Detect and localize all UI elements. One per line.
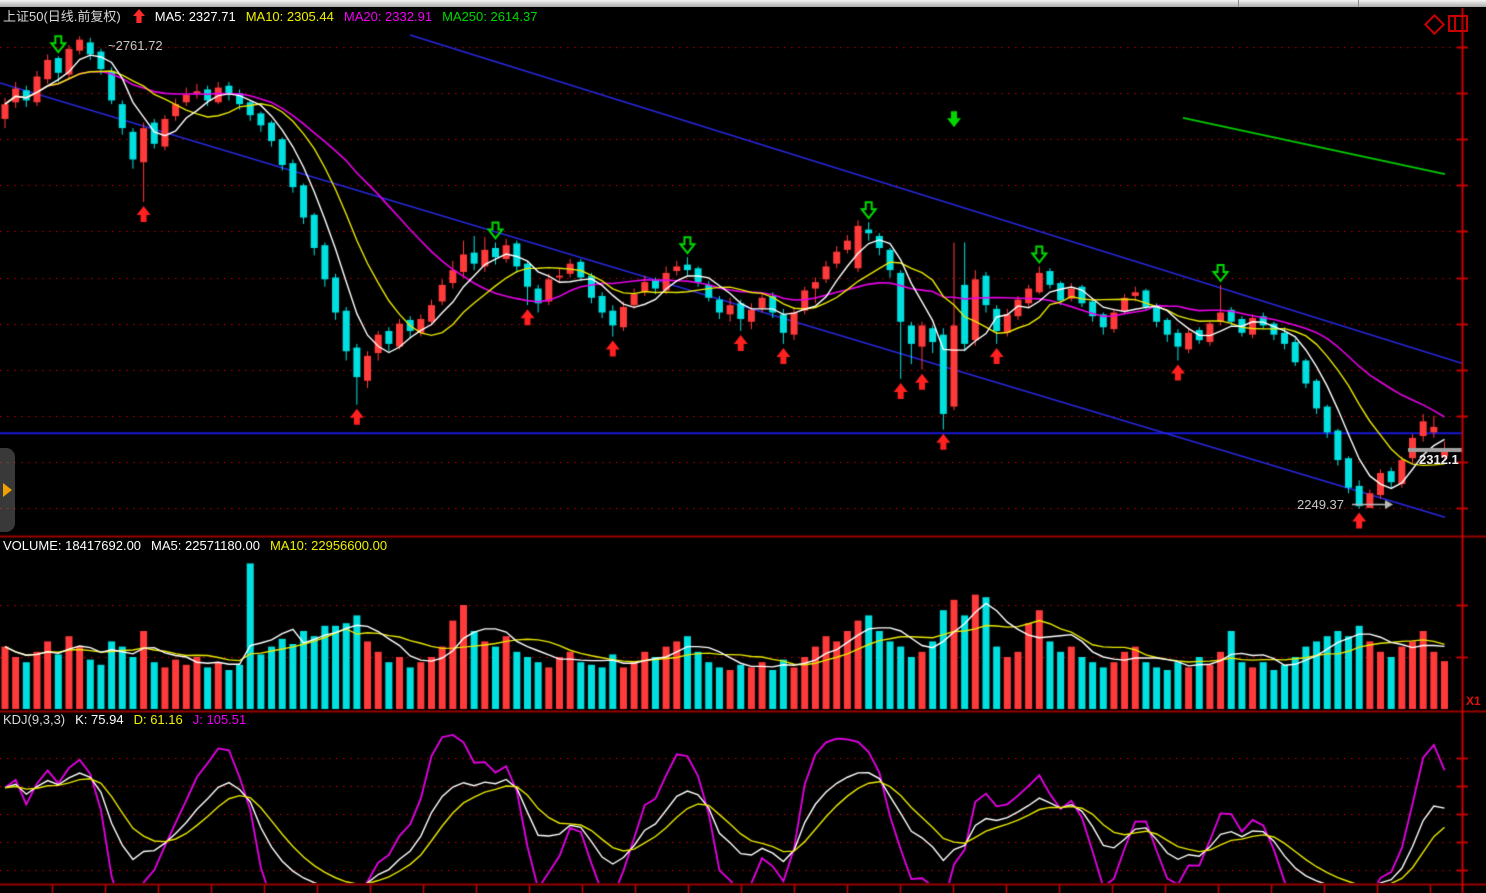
volume-value-label: VOLUME: 18417692.00 — [3, 538, 142, 553]
volume-ma5-label: MA5: 22571180.00 — [151, 538, 260, 553]
price-panel-header: 上证50(日线.前复权) MA5: 2327.71 MA10: 2305.44 MA2… — [3, 9, 547, 27]
ma5-value-label: MA5: 2327.71 — [154, 9, 236, 24]
window-top-toolbar-edge — [0, 0, 1486, 7]
sidebar-expander-handle[interactable] — [0, 448, 15, 532]
split-window-icon[interactable] — [1448, 15, 1468, 32]
volume-ma10-label: MA10: 22956600.00 — [269, 538, 388, 553]
kdj-k-label: K: 75.94 — [75, 712, 124, 727]
high-price-label: ~2761.72 — [108, 38, 163, 53]
kdj-title-label: KDJ(9,3,3) — [3, 712, 66, 727]
kdj-d-label: D: 61.16 — [133, 712, 183, 727]
toolbar-separator — [1358, 0, 1359, 7]
low-price-label: 2249.37 — [1297, 497, 1344, 512]
kdj-j-label: J: 105.51 — [192, 712, 247, 727]
kdj-panel-header: KDJ(9,3,3) K: 75.94 D: 61.16 J: 105.51 — [3, 712, 256, 728]
last-price-label: 2312.1 — [1419, 452, 1459, 467]
volume-panel-header: VOLUME: 18417692.00 MA5: 22571180.00 MA10:… — [3, 538, 397, 554]
split-window-icon-divider — [1454, 17, 1456, 30]
toolbar-separator — [1238, 0, 1239, 7]
zoom-level-badge[interactable]: X1 — [1466, 694, 1481, 708]
ma250-value-label: MA250: 2614.37 — [442, 9, 538, 24]
up-arrow-icon — [132, 9, 145, 27]
expander-arrow-icon — [3, 483, 12, 497]
instrument-title: 上证50(日线.前复权) — [3, 9, 121, 24]
ma10-value-label: MA10: 2305.44 — [245, 9, 334, 24]
ma20-value-label: MA20: 2332.91 — [343, 9, 433, 24]
